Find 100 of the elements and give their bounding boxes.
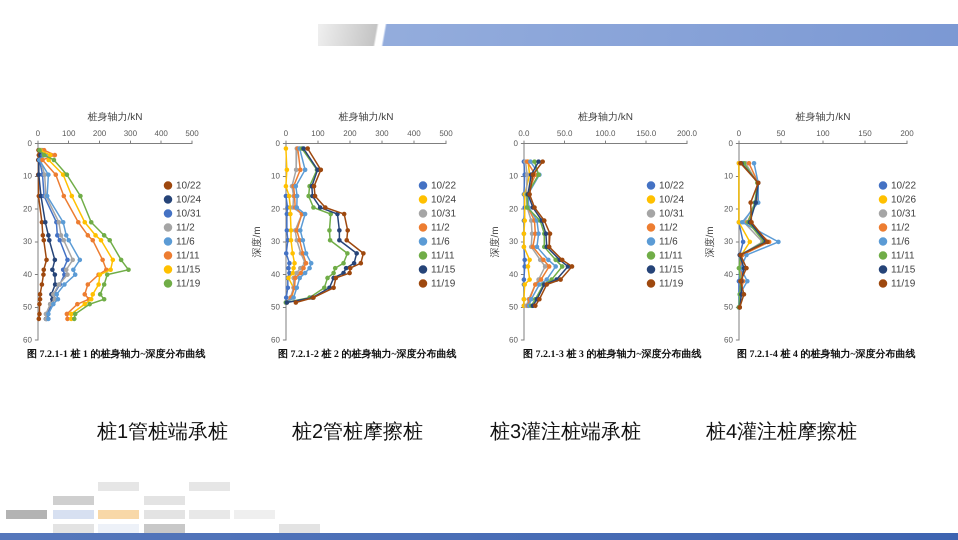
point bbox=[98, 292, 102, 297]
point bbox=[301, 266, 306, 270]
point bbox=[348, 266, 353, 270]
point bbox=[88, 220, 94, 225]
legend-label: 11/19 bbox=[431, 278, 456, 290]
point bbox=[64, 172, 70, 178]
y-tick-label: 40 bbox=[270, 270, 280, 279]
point bbox=[46, 172, 51, 178]
point bbox=[61, 194, 66, 198]
point bbox=[56, 296, 60, 302]
point bbox=[533, 303, 538, 308]
legend-label: 11/19 bbox=[659, 278, 684, 290]
point bbox=[288, 228, 294, 233]
point bbox=[748, 240, 752, 244]
text: 图 7.2.1-4 桩 4 的桩身轴力~深度分布曲线 bbox=[737, 349, 916, 361]
point bbox=[528, 159, 533, 164]
legend-label: 10/22 bbox=[176, 180, 202, 192]
point bbox=[537, 296, 542, 302]
legend-label: 11/19 bbox=[176, 278, 201, 290]
y-tick-label: 60 bbox=[270, 335, 280, 344]
point bbox=[90, 292, 96, 297]
legend-label: 11/15 bbox=[176, 264, 201, 276]
point bbox=[82, 302, 88, 306]
legend-label: 11/15 bbox=[431, 264, 456, 276]
point bbox=[527, 258, 532, 262]
point bbox=[291, 266, 296, 270]
x-tick-label: 50 bbox=[776, 129, 786, 138]
x-axis-title: 桩身轴力/kN bbox=[578, 112, 633, 124]
point bbox=[337, 228, 342, 233]
point bbox=[86, 282, 90, 287]
point bbox=[284, 295, 289, 300]
y-tick-label: 40 bbox=[22, 270, 32, 279]
point bbox=[78, 194, 83, 198]
point bbox=[53, 172, 58, 178]
text: 图 7.2.1-3 桩 3 的桩身轴力~深度分布曲线 bbox=[523, 349, 702, 361]
point bbox=[542, 218, 547, 223]
point bbox=[294, 285, 300, 290]
point bbox=[538, 277, 544, 282]
legend-label: 10/26 bbox=[891, 194, 916, 206]
x-tick-label: 0.0 bbox=[518, 129, 530, 138]
point bbox=[41, 267, 46, 272]
point bbox=[65, 272, 70, 277]
legend-label: 11/2 bbox=[891, 222, 910, 234]
point bbox=[776, 240, 781, 244]
y-tick-label: 50 bbox=[270, 302, 280, 312]
y-tick-label: 0 bbox=[275, 138, 280, 148]
point bbox=[118, 258, 124, 262]
point bbox=[72, 272, 78, 277]
point bbox=[311, 205, 316, 210]
legend-label: 11/11 bbox=[891, 250, 915, 262]
point bbox=[558, 277, 563, 282]
x-tick-label: 100 bbox=[62, 129, 76, 138]
point bbox=[544, 277, 550, 282]
point bbox=[546, 258, 551, 262]
x-tick-label: 100 bbox=[311, 129, 326, 138]
point bbox=[297, 276, 302, 280]
y-tick-label: 40 bbox=[724, 270, 734, 279]
point bbox=[546, 264, 552, 269]
legend-label: 11/15 bbox=[891, 264, 916, 276]
point bbox=[307, 266, 312, 270]
point bbox=[331, 285, 336, 290]
point bbox=[740, 240, 746, 244]
point bbox=[553, 264, 558, 269]
point bbox=[70, 194, 74, 198]
point bbox=[100, 258, 105, 262]
y-tick-label: 20 bbox=[508, 204, 518, 214]
y-axis-title: 深度/m bbox=[705, 226, 717, 258]
point bbox=[746, 160, 752, 166]
legend-label: 10/31 bbox=[431, 208, 456, 220]
point bbox=[48, 152, 53, 158]
x-tick-label: 100 bbox=[816, 129, 830, 138]
x-tick-label: 400 bbox=[407, 129, 422, 138]
point bbox=[40, 282, 44, 287]
point bbox=[342, 212, 346, 216]
y-tick-label: 30 bbox=[508, 237, 518, 246]
point bbox=[102, 282, 106, 287]
legend-label: 10/22 bbox=[891, 180, 916, 192]
point bbox=[107, 238, 112, 243]
legend-label: 11/2 bbox=[659, 222, 678, 234]
point bbox=[318, 205, 322, 210]
point bbox=[328, 238, 332, 243]
point bbox=[540, 159, 545, 164]
point bbox=[96, 282, 101, 287]
point bbox=[37, 312, 42, 316]
point bbox=[60, 220, 66, 225]
legend-label: 10/24 bbox=[659, 194, 684, 206]
point bbox=[744, 266, 749, 270]
point bbox=[522, 258, 528, 262]
y-tick-label: 20 bbox=[270, 204, 280, 214]
x-tick-label: 300 bbox=[375, 129, 390, 138]
point bbox=[354, 251, 359, 256]
point bbox=[537, 282, 542, 287]
point bbox=[288, 238, 294, 243]
point bbox=[748, 200, 753, 205]
point bbox=[56, 220, 62, 225]
point bbox=[294, 270, 300, 276]
y-tick-label: 0 bbox=[728, 138, 734, 148]
x-tick-label: 150.0 bbox=[636, 129, 657, 138]
y-tick-label: 10 bbox=[508, 172, 518, 181]
x-tick-label: 400 bbox=[154, 129, 168, 138]
